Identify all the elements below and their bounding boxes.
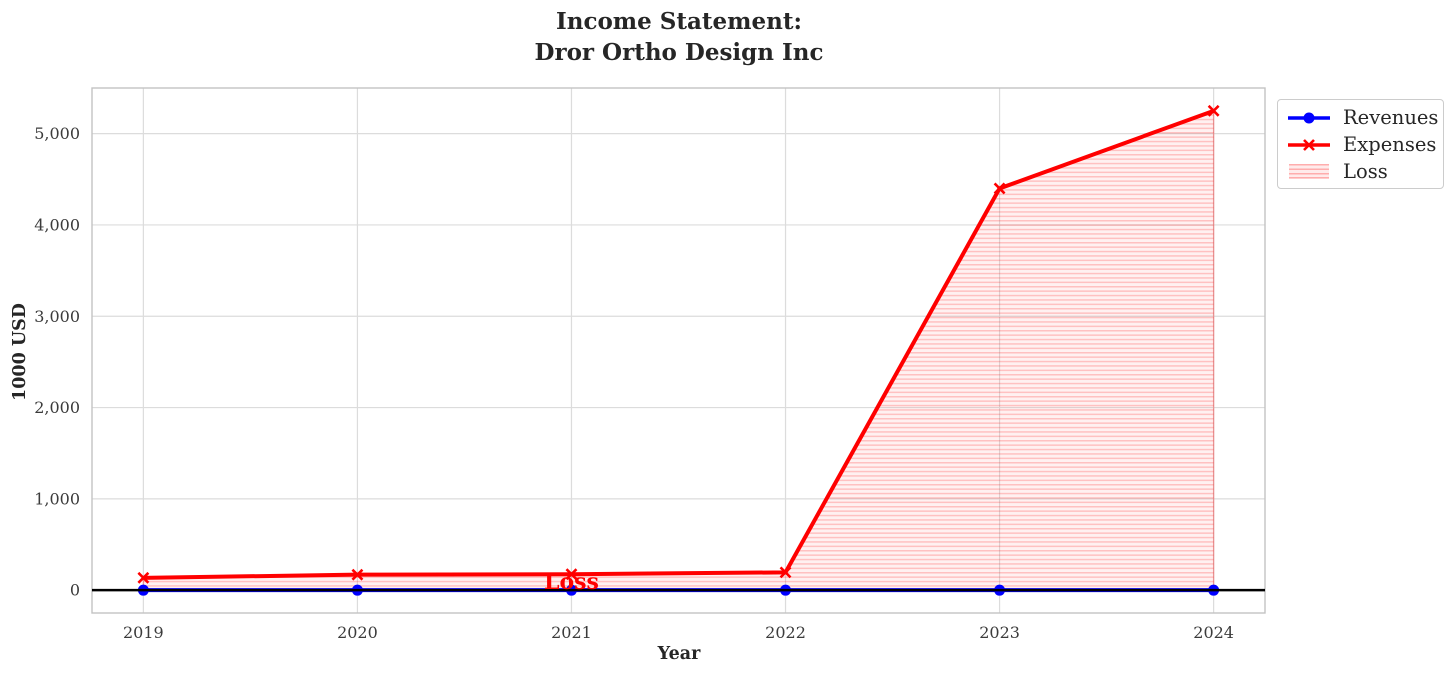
loss-hatch-swatch-icon — [1289, 164, 1329, 179]
expense-point-marker — [351, 568, 364, 581]
x-tick-label: 2019 — [123, 623, 164, 642]
y-tick-label: 1,000 — [34, 489, 80, 508]
plot-border — [91, 87, 1266, 614]
chart-title-line2: Dror Ortho Design Inc — [534, 39, 824, 66]
legend-item-loss: Loss — [1286, 158, 1435, 185]
y-tick-label: 0 — [70, 581, 80, 600]
y-tick-label: 4,000 — [34, 215, 80, 234]
expenses-line — [143, 108, 1215, 580]
revenues-legend-dot — [1303, 112, 1315, 123]
expense-point-marker — [565, 568, 578, 581]
legend-label-expenses: Expenses — [1343, 133, 1437, 156]
chart-title: Income Statement: Dror Ortho Design Inc — [535, 6, 824, 68]
loss-area — [142, 109, 1215, 591]
expenses-line-marker-icon — [1288, 138, 1330, 151]
revenues-line-marker-icon — [1288, 112, 1330, 123]
y-tick-label: 3,000 — [34, 307, 80, 326]
x-tick-label: 2020 — [337, 623, 378, 642]
legend-label-revenues: Revenues — [1343, 106, 1439, 129]
loss-annotation: Loss — [544, 569, 599, 595]
expense-point-marker — [137, 571, 150, 584]
x-tick-label: 2021 — [551, 623, 592, 642]
y-tick-label: 5,000 — [34, 124, 80, 143]
x-axis-label: Year — [657, 644, 701, 664]
x-tick-label: 2022 — [765, 623, 806, 642]
legend: Revenues Expenses Loss — [1277, 99, 1444, 189]
chart-title-line1: Income Statement: — [555, 8, 802, 35]
x-tick-label: 2024 — [1193, 623, 1234, 642]
expense-point-marker — [1207, 104, 1220, 117]
legend-item-revenues: Revenues — [1286, 104, 1439, 131]
y-tick-label: 2,000 — [34, 398, 80, 417]
y-axis-label: 1000 USD — [10, 303, 30, 401]
x-tick-label: 2023 — [979, 623, 1020, 642]
legend-label-loss: Loss — [1343, 160, 1388, 183]
expense-point-marker — [993, 182, 1006, 195]
expenses-legend-x-marker — [1303, 138, 1315, 151]
expense-point-marker — [779, 566, 792, 579]
legend-item-expenses: Expenses — [1286, 131, 1437, 158]
